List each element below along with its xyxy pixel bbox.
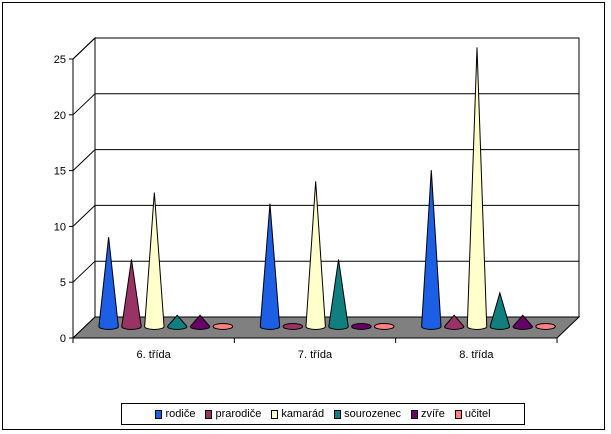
cone-base-zvíře <box>351 322 372 330</box>
cone-base-prarodiče <box>282 322 304 330</box>
legend-swatch <box>410 409 418 419</box>
legend-item: sourozenec <box>334 408 401 420</box>
legend-label: zvíře <box>420 408 445 420</box>
legend-label: sourozenec <box>344 408 401 420</box>
cone-zvíře <box>189 314 211 330</box>
cone-rodiče <box>98 237 119 330</box>
cone-zvíře <box>512 314 533 330</box>
legend-item: zvíře <box>410 408 445 420</box>
legend-swatch <box>334 409 342 419</box>
y-tick-label: 10 <box>54 221 66 233</box>
legend-label: učitel <box>464 408 491 420</box>
legend-label: rodiče <box>165 408 196 420</box>
x-tick-label: 6. třída <box>137 349 172 361</box>
y-tick-label: 25 <box>54 54 66 66</box>
cone-prarodiče <box>443 314 465 330</box>
cone-sourozenec <box>166 314 188 330</box>
cone-kamarád <box>144 192 165 330</box>
cone-prarodiče <box>121 259 142 330</box>
legend-item: učitel <box>454 408 491 420</box>
legend-swatch <box>271 409 279 419</box>
gridline-side <box>72 205 96 227</box>
gridline-side <box>72 149 96 171</box>
cone-rodiče <box>259 203 281 330</box>
legend: rodiče prarodiče kamarád sourozenec zvíře uči… <box>121 403 525 425</box>
legend-swatch <box>155 409 163 419</box>
gridline-side <box>72 37 96 60</box>
y-tick-label: 20 <box>54 110 66 122</box>
x-tick-label: 7. třída <box>298 349 333 361</box>
cone-base-učitel <box>212 322 234 330</box>
legend-swatch <box>454 409 462 419</box>
legend-item: rodiče <box>155 408 195 420</box>
legend-item: kamarád <box>271 408 324 420</box>
chart-frame: 0 5 10 15 20 25 6. třída 7. třída 8. třída rodič… <box>2 2 605 430</box>
cone-sourozenec <box>328 259 349 330</box>
gridline-side <box>72 260 96 283</box>
cone-base-učitel <box>374 322 395 330</box>
x-tick-label: 8. třída <box>459 349 494 361</box>
side-wall <box>72 36 96 340</box>
legend-label: kamarád <box>281 408 325 420</box>
cone-kamarád <box>305 181 326 330</box>
y-tick-label: 5 <box>60 277 66 289</box>
cone-sourozenec <box>489 291 511 330</box>
cone-rodiče <box>421 170 442 330</box>
legend-label: prarodiče <box>215 408 262 420</box>
cone-kamarád <box>466 47 488 330</box>
legend-item: prarodiče <box>205 408 261 420</box>
y-tick-label: 15 <box>54 166 66 178</box>
y-tick-label: 0 <box>60 333 66 345</box>
gridline-side <box>72 93 96 116</box>
cone-base-učitel <box>535 322 556 330</box>
chart-svg: 0 5 10 15 20 25 6. třída 7. třída 8. třída <box>54 36 581 361</box>
legend-swatch <box>205 409 213 419</box>
